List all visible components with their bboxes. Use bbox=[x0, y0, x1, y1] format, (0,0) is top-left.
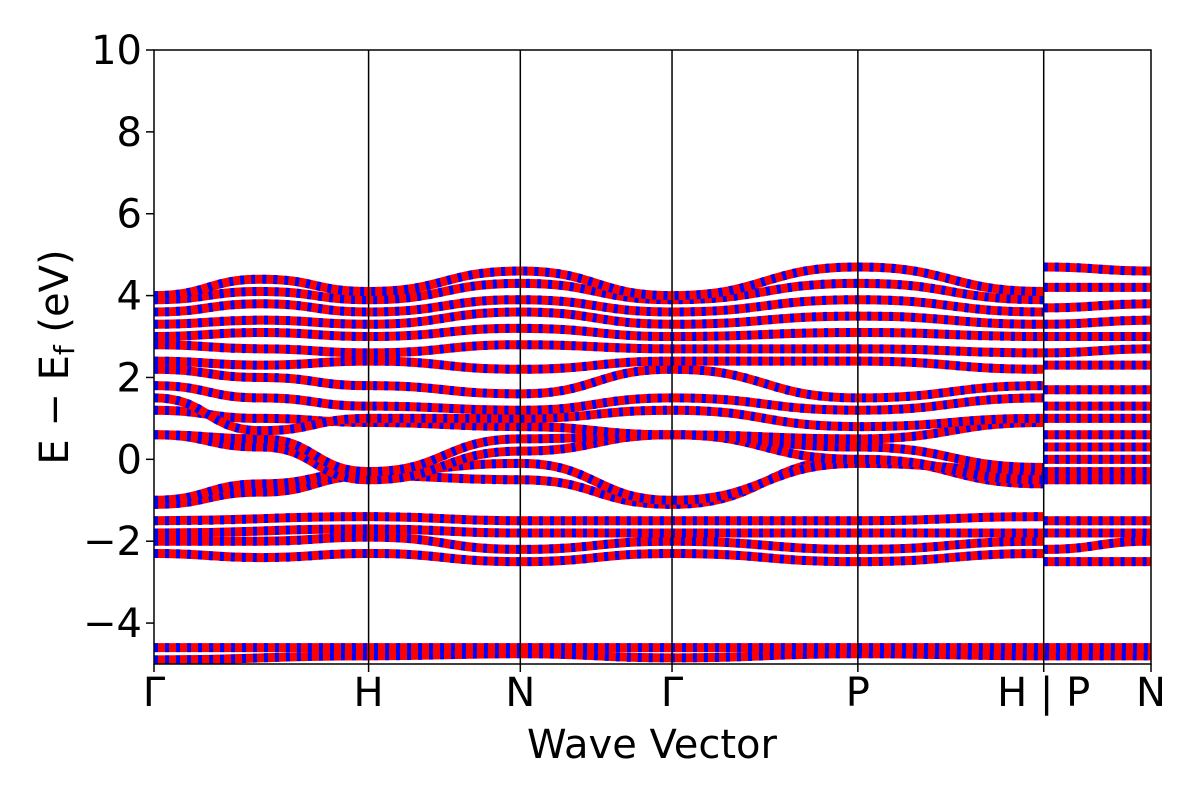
x-tick-label-6: N bbox=[1136, 670, 1166, 716]
y-tick-label-3: 2 bbox=[117, 355, 142, 401]
band-18-down bbox=[154, 295, 1151, 317]
band-16-down bbox=[154, 323, 1151, 342]
y-tick-label-4: 4 bbox=[117, 274, 142, 320]
y-tick-label-2: 0 bbox=[117, 437, 142, 483]
x-tick-label-4: P bbox=[846, 670, 870, 716]
y-axis-title: E − Ef (eV) bbox=[32, 249, 81, 464]
band-8-down bbox=[154, 430, 1151, 485]
band-9-down bbox=[154, 430, 1151, 477]
y-tick-label-5: 6 bbox=[117, 192, 142, 238]
y-axis-ticks: −4 −2 0 2 4 6 8 10 bbox=[83, 28, 154, 647]
plot-frame bbox=[153, 49, 1152, 665]
y-tick-label-7: 10 bbox=[91, 28, 142, 74]
x-tick-label-0: Γ bbox=[143, 670, 166, 716]
band-5-down bbox=[154, 512, 1151, 526]
band-3-down bbox=[154, 532, 1151, 554]
x-axis-title: Wave Vector bbox=[527, 722, 778, 768]
x-tick-label-5: H | P bbox=[997, 670, 1090, 716]
band-13-down bbox=[154, 364, 1151, 403]
band-2-down bbox=[154, 548, 1151, 567]
y-tick-label-6: 8 bbox=[117, 110, 142, 156]
band-14-down bbox=[154, 356, 1151, 374]
x-tick-label-3: Γ bbox=[661, 670, 684, 716]
band-12-down bbox=[154, 381, 1151, 415]
band-19-down bbox=[154, 278, 1151, 305]
band-15-down bbox=[154, 340, 1151, 358]
band-17-down bbox=[154, 307, 1151, 329]
band-4-down bbox=[154, 524, 1151, 538]
y-axis-title-unit: (eV) bbox=[32, 249, 78, 345]
x-tick-label-2: N bbox=[505, 670, 535, 716]
x-tick-label-1: H bbox=[354, 670, 384, 716]
y-tick-label-0: −4 bbox=[83, 601, 142, 647]
y-axis-title-main: E − E bbox=[32, 355, 78, 465]
kpoint-lines bbox=[367, 50, 1045, 664]
band-20-up bbox=[154, 262, 1151, 301]
y-tick-label-1: −2 bbox=[83, 519, 142, 565]
y-axis-title-sub: f bbox=[48, 344, 81, 355]
x-axis-ticks: Γ H N Γ P H | P N bbox=[143, 664, 1166, 716]
band-10-up bbox=[154, 405, 1151, 444]
